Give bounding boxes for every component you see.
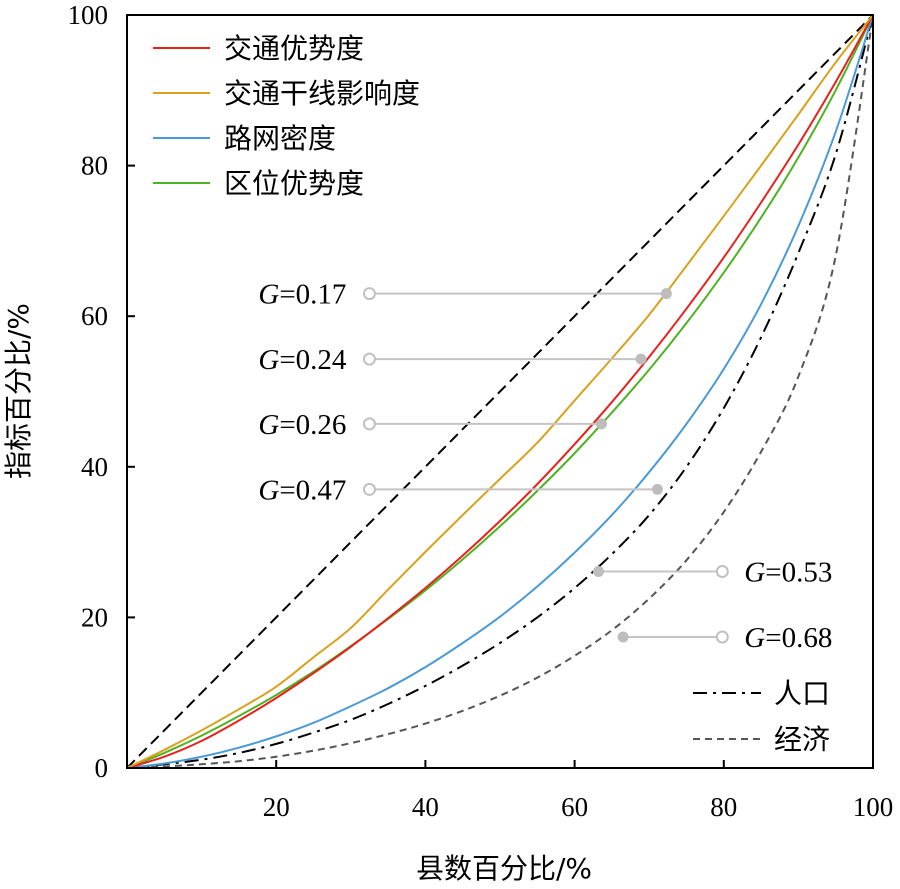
gini-annotation: G=0.26 [258, 409, 607, 441]
gini-curve-point [595, 418, 607, 430]
x-tick-label: 40 [412, 792, 439, 822]
y-tick-label: 80 [81, 151, 108, 181]
gini-annotation: G=0.68 [617, 622, 832, 654]
gini-leader-end [715, 630, 729, 644]
gini-label: G=0.17 [258, 279, 346, 311]
legend-label: 人口 [774, 677, 830, 710]
axes: 20 40 60 80 100 0 20 40 60 80 100 [68, 0, 894, 822]
gini-label: G=0.47 [258, 474, 346, 506]
y-tick-label: 100 [68, 0, 109, 30]
gini-curve-point [635, 353, 647, 365]
legend-label: 区位优势度 [224, 167, 364, 200]
x-tick-label: 20 [263, 792, 290, 822]
gini-annotation: G=0.17 [258, 279, 672, 311]
gini-curve-point [660, 288, 672, 300]
y-tick-label: 20 [81, 602, 108, 632]
gini-annotation: G=0.47 [258, 474, 663, 506]
gini-label: G=0.68 [744, 622, 832, 654]
gini-curve-point [651, 483, 663, 495]
x-axis-title: 县数百分比/% [416, 852, 592, 885]
gini-leader-end [362, 352, 376, 366]
legend-label: 交通优势度 [224, 32, 364, 65]
legend-label: 交通干线影响度 [224, 77, 420, 110]
gini-curve-point [592, 565, 604, 577]
gini-label: G=0.26 [258, 409, 346, 441]
gini-annotation: G=0.24 [258, 344, 647, 376]
equality-line [126, 14, 874, 769]
y-tick-label: 0 [95, 753, 109, 783]
y-tick-label: 60 [81, 301, 108, 331]
series-line-交通干线影响度 [126, 14, 874, 769]
gini-annotations: G=0.17 G=0.24 G=0.26 G=0.47 G=0.53 G=0.68 [258, 279, 832, 654]
series-line-经济 [126, 14, 874, 769]
gini-label: G=0.53 [744, 556, 832, 588]
gini-annotation: G=0.53 [592, 556, 832, 588]
series-line-路网密度 [126, 14, 874, 769]
legend-label: 经济 [774, 723, 830, 756]
gini-leader-end [362, 482, 376, 496]
gini-leader-end [362, 287, 376, 301]
plot-frame [126, 14, 874, 769]
legend-label: 路网密度 [224, 122, 336, 155]
x-tick-label: 100 [853, 792, 894, 822]
gini-leader-end [715, 564, 729, 578]
y-axis-title: 指标百分比/% [2, 303, 35, 479]
x-tick-label: 60 [561, 792, 588, 822]
y-tick-label: 40 [81, 452, 108, 482]
series-line-区位优势度 [126, 14, 874, 769]
gini-curve-point [617, 631, 629, 643]
series-layer [126, 14, 874, 769]
gini-leader-end [362, 417, 376, 431]
x-tick-label: 80 [710, 792, 737, 822]
gini-label: G=0.24 [258, 344, 347, 376]
series-line-交通优势度 [126, 14, 874, 769]
